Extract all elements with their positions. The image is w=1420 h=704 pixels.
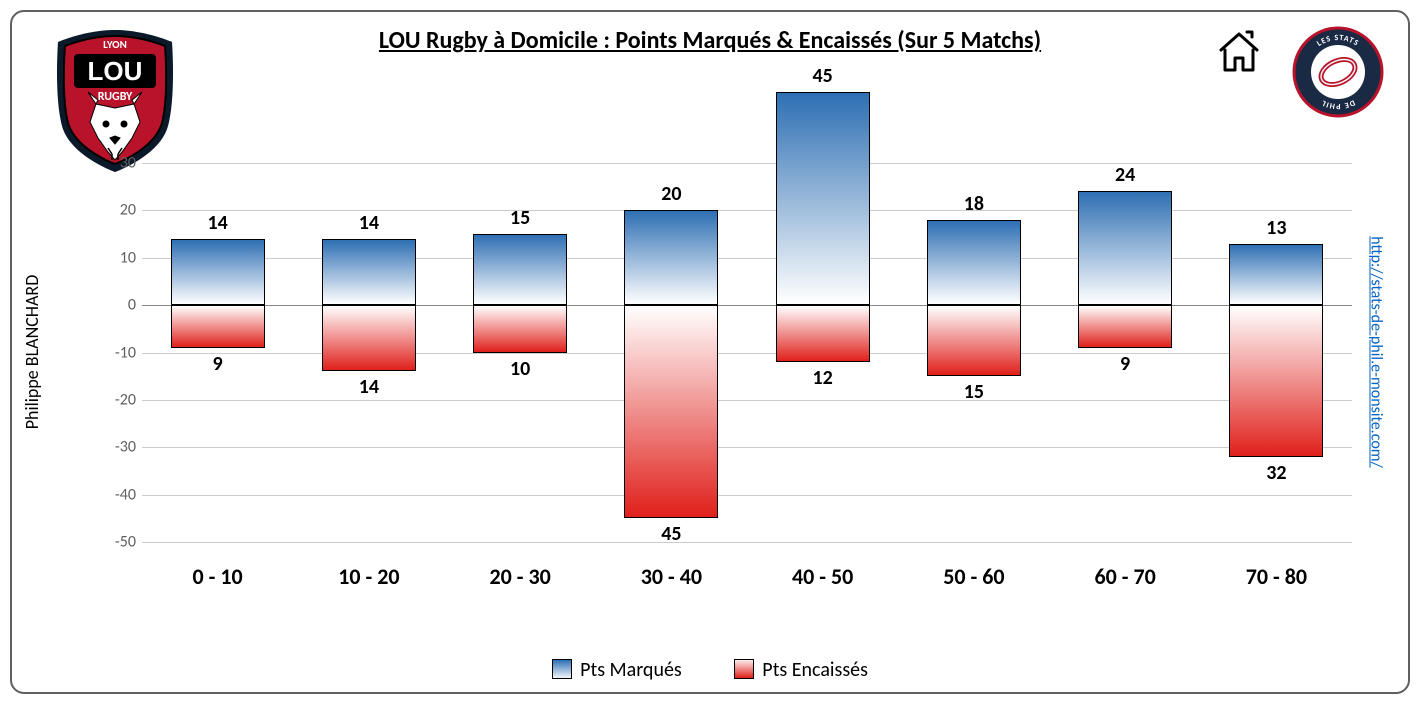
source-link[interactable]: http://stats-de-phil.e-monsite.com/ <box>1367 192 1386 512</box>
bar-neg-label: 10 <box>510 357 530 381</box>
ytick-label: -10 <box>102 343 136 362</box>
bar-neg <box>171 305 265 348</box>
bar-neg <box>473 305 567 352</box>
bar-neg <box>776 305 870 362</box>
bar-pos-label: 15 <box>510 206 530 230</box>
ytick-label: -20 <box>102 390 136 409</box>
bar-neg-label: 9 <box>213 352 223 376</box>
legend-item-neg: Pts Encaissés <box>734 658 868 682</box>
bar-neg <box>624 305 718 518</box>
bar-neg-label: 45 <box>661 522 681 546</box>
bar-neg <box>927 305 1021 376</box>
bar-neg-label: 9 <box>1120 352 1130 376</box>
ytick-label: 20 <box>102 201 136 220</box>
legend-label-pos: Pts Marqués <box>580 658 682 682</box>
bar-pos <box>776 92 870 305</box>
x-category-label: 10 - 20 <box>338 563 399 590</box>
bar-pos <box>1229 244 1323 306</box>
ytick-label: 30 <box>102 154 136 173</box>
x-category-label: 30 - 40 <box>641 563 702 590</box>
bar-pos-label: 18 <box>964 192 984 216</box>
bar-neg-label: 15 <box>964 380 984 404</box>
bar-pos-label: 20 <box>661 182 681 206</box>
bar-neg-label: 14 <box>359 375 379 399</box>
legend-swatch-neg <box>734 659 754 679</box>
source-link-anchor[interactable]: http://stats-de-phil.e-monsite.com/ <box>1367 236 1386 468</box>
ytick-label: -30 <box>102 438 136 457</box>
gridline <box>142 163 1352 164</box>
bar-neg <box>322 305 416 371</box>
bar-pos <box>927 220 1021 305</box>
bar-pos-label: 13 <box>1266 216 1286 240</box>
bar-neg <box>1078 305 1172 348</box>
bar-pos <box>171 239 265 305</box>
bar-neg <box>1229 305 1323 457</box>
x-category-label: 20 - 30 <box>489 563 550 590</box>
chart-frame: LOU Rugby à Domicile : Points Marqués & … <box>10 10 1410 694</box>
gridline <box>142 495 1352 496</box>
bar-pos-label: 45 <box>812 64 832 88</box>
bar-pos <box>473 234 567 305</box>
x-category-label: 0 - 10 <box>193 563 243 590</box>
bar-neg-label: 32 <box>1266 461 1286 485</box>
gridline <box>142 447 1352 448</box>
x-category-label: 40 - 50 <box>792 563 853 590</box>
legend: Pts Marqués Pts Encaissés <box>12 658 1408 682</box>
legend-swatch-pos <box>552 659 572 679</box>
plot-area: -50 -40 -30 -20 -10 0 10 20 30 14 9 0 - 10 14 14 10 - … <box>102 67 1352 597</box>
ytick-label: -40 <box>102 485 136 504</box>
chart-title: LOU Rugby à Domicile : Points Marqués & … <box>12 26 1408 55</box>
bar-pos <box>1078 191 1172 305</box>
x-category-label: 60 - 70 <box>1094 563 1155 590</box>
bar-neg-label: 12 <box>812 366 832 390</box>
logo-top-text: LYON <box>103 38 127 51</box>
x-category-label: 70 - 80 <box>1246 563 1307 590</box>
ytick-label: 0 <box>102 296 136 315</box>
ytick-label: 10 <box>102 248 136 267</box>
legend-label-neg: Pts Encaissés <box>762 658 868 682</box>
legend-item-pos: Pts Marqués <box>552 658 682 682</box>
bar-pos-label: 14 <box>359 211 379 235</box>
bar-pos <box>322 239 416 305</box>
gridline <box>142 542 1352 543</box>
x-category-label: 50 - 60 <box>943 563 1004 590</box>
gridline <box>142 400 1352 401</box>
ytick-label: -50 <box>102 533 136 552</box>
bar-pos-label: 24 <box>1115 163 1135 187</box>
bar-pos-label: 14 <box>207 211 227 235</box>
author-label: Philippe BLANCHARD <box>21 242 43 462</box>
bar-pos <box>624 210 718 305</box>
